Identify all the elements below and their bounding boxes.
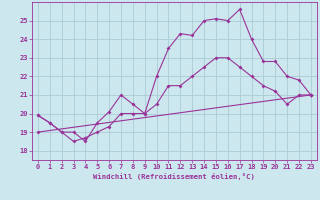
- X-axis label: Windchill (Refroidissement éolien,°C): Windchill (Refroidissement éolien,°C): [93, 173, 255, 180]
